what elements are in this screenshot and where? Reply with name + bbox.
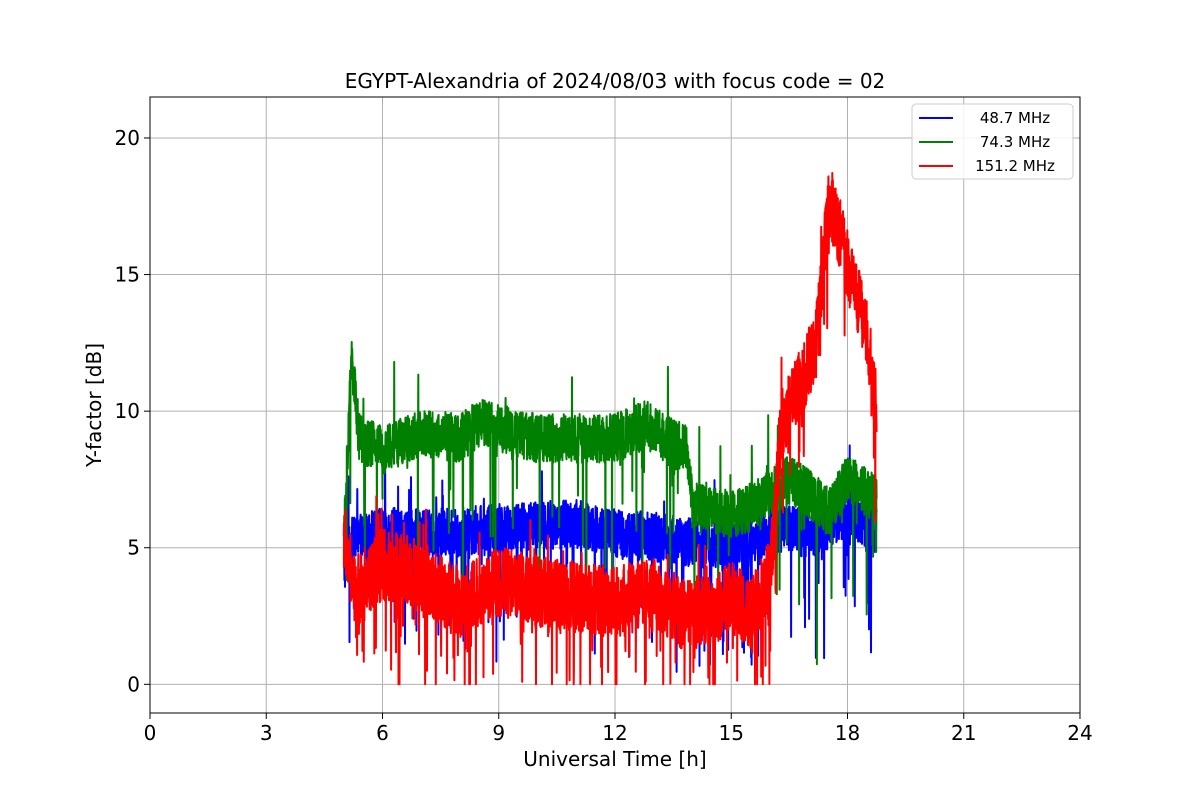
y-tick-label: 5 [127,536,140,560]
chart-title: EGYPT-Alexandria of 2024/08/03 with focu… [345,69,886,93]
x-tick-label: 15 [719,721,744,745]
x-tick-label: 12 [602,721,627,745]
y-tick-label: 10 [115,399,140,423]
y-axis-label: Y-factor [dB] [82,343,106,468]
x-axis-label: Universal Time [h] [523,747,706,771]
x-tick-label: 9 [492,721,505,745]
legend-label: 151.2 MHz [975,157,1055,175]
y-tick-label: 20 [115,126,140,150]
x-tick-label: 0 [144,721,157,745]
legend-label: 48.7 MHz [980,109,1050,127]
legend-label: 74.3 MHz [980,133,1050,151]
x-tick-label: 18 [835,721,860,745]
y-axis: 0 5 10 15 20 [115,126,150,696]
x-axis: 0 3 6 9 12 15 18 21 24 [144,713,1093,745]
series-line [342,341,878,666]
series-line [342,172,878,686]
y-tick-label: 0 [127,672,140,696]
x-tick-label: 21 [951,721,976,745]
y-tick-label: 15 [115,263,140,287]
x-tick-label: 3 [260,721,273,745]
legend: 48.7 MHz 74.3 MHz 151.2 MHz [911,103,1074,180]
x-tick-label: 6 [376,721,389,745]
series-group [342,172,878,686]
legend-box [911,103,1074,180]
x-tick-label: 24 [1067,721,1092,745]
